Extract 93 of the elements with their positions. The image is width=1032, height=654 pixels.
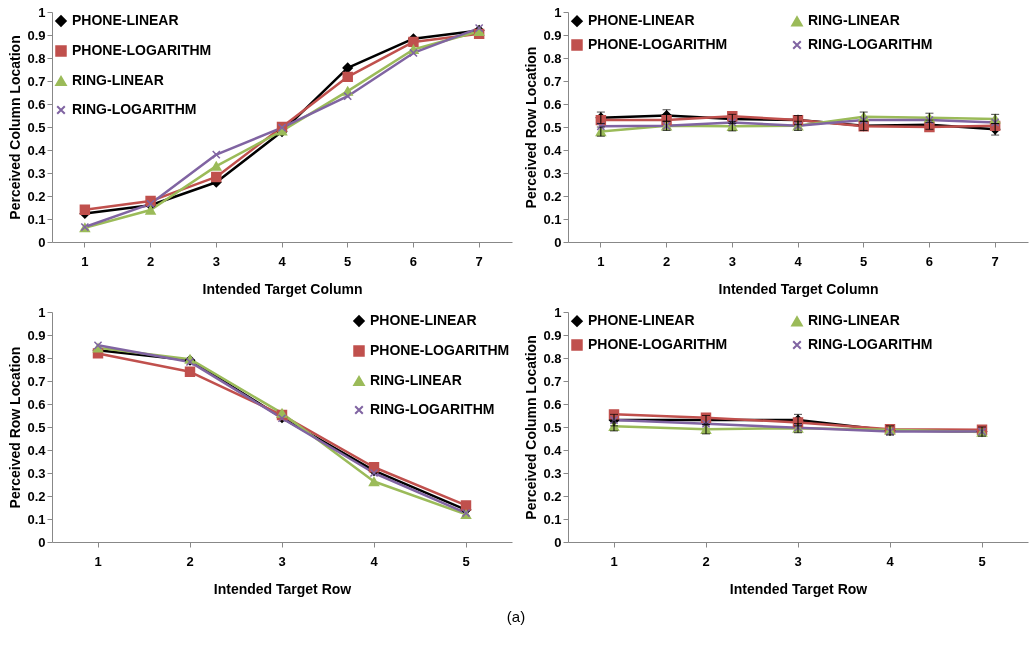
y-tick-label: 0.4 (543, 442, 563, 458)
y-tick-label: 0.9 (27, 327, 46, 343)
legend-label: PHONE-LOGARITHM (370, 342, 510, 358)
text: (a) (505, 608, 527, 625)
y-tick-label: 0.7 (543, 373, 562, 389)
y-tick-label: 0.2 (543, 488, 562, 504)
y-tick-label: 0.8 (27, 50, 46, 66)
y-tick-label: 0.1 (543, 211, 562, 227)
y-tick-label: 0.7 (27, 73, 46, 89)
legend-label: PHONE-LOGARITHM (72, 42, 212, 58)
legend-label: RING-LOGARITHM (370, 401, 495, 417)
y-tick-label: 0.4 (27, 142, 47, 158)
y-tick-label: 0.7 (27, 373, 46, 389)
x-tick-label: 2 (186, 553, 194, 569)
x-tick-label: 5 (344, 253, 352, 269)
y-tick-label: 0.6 (543, 396, 562, 412)
y-tick-label: 0 (38, 534, 46, 550)
y-tick-label: 0.7 (543, 73, 562, 89)
x-tick-label: 3 (212, 253, 220, 269)
x-tick-label: 4 (886, 553, 895, 569)
y-tick-label: 0.8 (27, 350, 46, 366)
y-tick-label: 0.4 (543, 142, 563, 158)
x-tick-label: 3 (278, 553, 286, 569)
x-axis-title: Intended Target Column (202, 280, 363, 297)
x-tick-label: 5 (860, 253, 868, 269)
x-tick-label: 6 (409, 253, 418, 269)
legend-label: PHONE-LINEAR (588, 312, 695, 329)
legend-label: RING-LINEAR (808, 312, 900, 329)
y-tick-label: 0.5 (27, 419, 46, 435)
legend-label: RING-LOGARITHM (808, 36, 933, 52)
y-tick-label: 0.8 (543, 50, 562, 66)
x-axis-title: Intended Target Row (213, 580, 352, 597)
x-tick-label: 5 (462, 553, 470, 569)
y-tick-label: 0.6 (27, 96, 46, 112)
y-tick-label: 0.2 (543, 188, 562, 204)
x-tick-label: 2 (702, 553, 710, 569)
y-tick-label: 0.9 (543, 27, 562, 43)
y-tick-label: 0.8 (543, 350, 562, 366)
x-tick-label: 4 (278, 253, 287, 269)
y-tick-label: 0 (554, 534, 562, 550)
y-tick-label: 0.9 (27, 27, 46, 43)
x-tick-label: 1 (81, 253, 89, 269)
x-tick-label: 1 (94, 553, 102, 569)
legend-label: RING-LINEAR (370, 372, 462, 388)
y-tick-label: 0.5 (543, 419, 562, 435)
y-axis-title: Perceived Row Location (523, 46, 540, 209)
y-tick-label: 0 (38, 234, 46, 250)
y-tick-label: 0.2 (27, 188, 46, 204)
y-tick-label: 0.3 (543, 465, 562, 481)
y-tick-label: 1 (554, 4, 562, 20)
y-tick-label: 0.6 (27, 396, 46, 412)
y-tick-label: 0.5 (543, 119, 562, 135)
x-tick-label: 2 (146, 253, 155, 269)
x-tick-label: 5 (978, 553, 986, 569)
y-tick-label: 0.3 (27, 165, 46, 181)
y-tick-label: 0.1 (543, 511, 562, 527)
y-tick-label: 0.1 (27, 511, 46, 527)
y-axis-title: Perceived Column Location (7, 35, 24, 220)
y-tick-label: 1 (38, 304, 46, 320)
x-tick-label: 6 (925, 253, 934, 269)
y-tick-label: 1 (554, 304, 562, 320)
x-tick-label: 1 (610, 553, 618, 569)
y-tick-label: 0.6 (543, 96, 562, 112)
legend-label: PHONE-LINEAR (588, 12, 695, 29)
y-tick-label: 1 (38, 4, 46, 20)
y-tick-label: 0.3 (543, 165, 562, 181)
y-tick-label: 0.1 (27, 211, 46, 227)
x-axis-title: Intended Target Row (729, 580, 868, 597)
x-tick-label: 1 (597, 253, 605, 269)
x-tick-label: 7 (475, 253, 483, 269)
x-axis-title: Intended Target Column (718, 280, 879, 297)
y-axis-title: Perceived Row Location (7, 346, 24, 509)
y-tick-label: 0.9 (543, 327, 562, 343)
x-tick-label: 2 (662, 253, 671, 269)
legend-label: PHONE-LOGARITHM (588, 36, 728, 52)
legend-label: RING-LOGARITHM (72, 101, 197, 117)
x-tick-label: 3 (728, 253, 736, 269)
legend-label: RING-LINEAR (808, 12, 900, 29)
x-tick-label: 4 (370, 553, 379, 569)
legend-label: PHONE-LINEAR (72, 12, 179, 28)
legend-label: PHONE-LOGARITHM (588, 336, 728, 352)
y-tick-label: 0 (554, 234, 562, 250)
x-tick-label: 4 (794, 253, 803, 269)
legend-label: RING-LINEAR (72, 72, 164, 88)
y-tick-label: 0.2 (27, 488, 46, 504)
y-axis-title: Perceived Column Location (523, 335, 540, 520)
y-tick-label: 0.5 (27, 119, 46, 135)
legend-label: RING-LOGARITHM (808, 336, 933, 352)
y-tick-label: 0.4 (27, 442, 47, 458)
x-tick-label: 3 (794, 553, 802, 569)
x-tick-label: 7 (991, 253, 999, 269)
y-tick-label: 0.3 (27, 465, 46, 481)
legend-label: PHONE-LINEAR (370, 312, 477, 328)
